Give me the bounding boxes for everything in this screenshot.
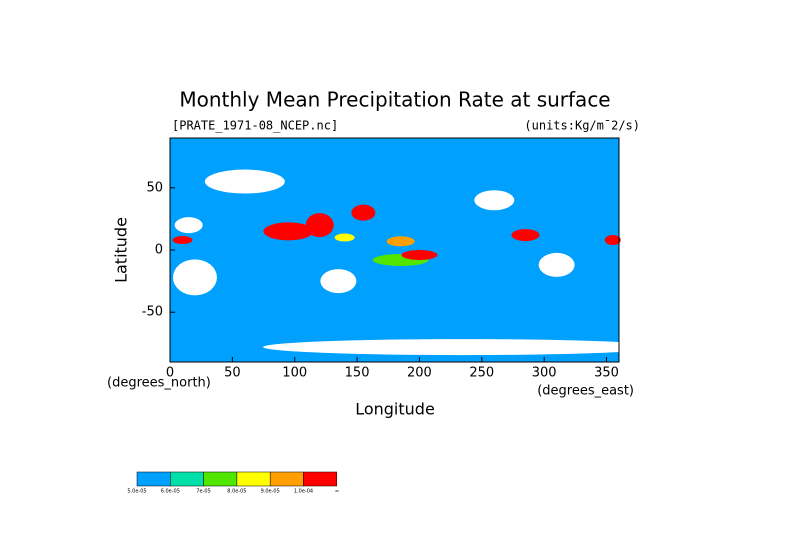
- colorbar-swatch: [269, 471, 304, 487]
- map-field: [170, 138, 664, 362]
- y-axis-label: Latitude: [112, 217, 131, 283]
- map-patch: [263, 222, 314, 241]
- map-patch: [172, 259, 217, 296]
- colorbar-swatch: [170, 471, 204, 487]
- map-patch: [263, 339, 664, 356]
- y-units: (degrees_north): [107, 376, 211, 391]
- x-tick-label: 350: [594, 366, 619, 381]
- chart-title: Monthly Mean Precipitation Rate at surfa…: [179, 88, 610, 112]
- colorbar-label: 8.0e-05: [227, 489, 246, 495]
- map-patch: [511, 229, 540, 242]
- map-patch: [386, 236, 415, 247]
- colorbar-label: 7e-05: [196, 489, 210, 495]
- colorbar-label: 9.0e-05: [261, 489, 280, 495]
- colorbar-label: 6.0e-05: [161, 489, 180, 495]
- map-patch: [474, 190, 515, 211]
- x-tick-label: 150: [345, 366, 370, 381]
- colorbar-swatch: [136, 471, 171, 487]
- colorbar-label: ∞: [335, 489, 339, 495]
- x-tick-label: 250: [469, 366, 494, 381]
- x-tick-label: 200: [407, 366, 432, 381]
- map-patch: [351, 204, 376, 221]
- colorbar-swatch: [303, 471, 338, 487]
- colorbar-label: 1.0e-04: [294, 489, 313, 495]
- colorbar-swatch: [236, 471, 271, 487]
- x-axis-label: Longitude: [355, 400, 435, 419]
- units-label: (units:Kg/m¯2/s): [524, 119, 640, 133]
- map-patch: [172, 236, 193, 245]
- x-tick-label: 50: [224, 366, 241, 381]
- map-patch: [320, 269, 357, 294]
- map-patch: [204, 169, 285, 194]
- x-tick-label: 0: [166, 366, 174, 381]
- map-patch: [174, 217, 203, 234]
- map-patch: [401, 249, 438, 260]
- colorbar-swatch: [203, 471, 238, 487]
- x-tick-label: 300: [532, 366, 557, 381]
- y-tick-label: -50: [142, 305, 163, 320]
- map-patch: [604, 235, 621, 246]
- colorbar-label: 5.0e-05: [127, 489, 146, 495]
- file-label: [PRATE_1971-08_NCEP.nc]: [172, 119, 338, 133]
- map-patch: [334, 233, 355, 242]
- y-tick-label: 0: [155, 243, 163, 258]
- x-tick-label: 100: [282, 366, 307, 381]
- y-tick-label: 50: [146, 180, 163, 195]
- map-patch: [538, 252, 575, 277]
- map-patch: [305, 213, 334, 238]
- x-units: (degrees_east): [537, 384, 634, 399]
